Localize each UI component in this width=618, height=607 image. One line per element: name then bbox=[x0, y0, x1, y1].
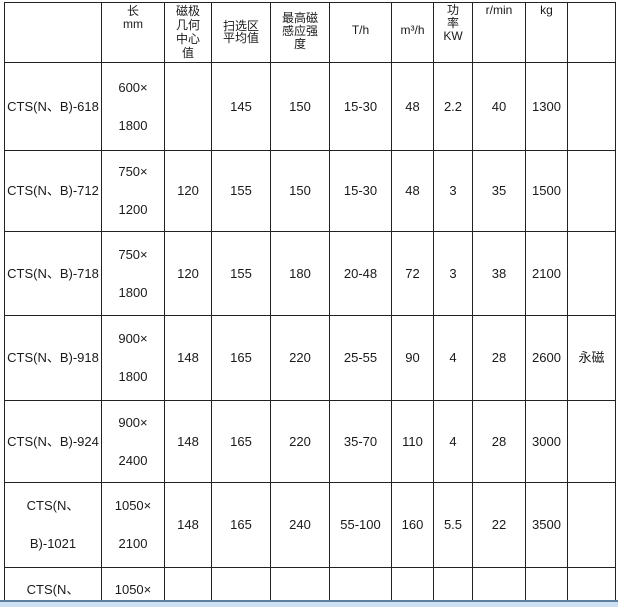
header-capacity-m3h: m³/h bbox=[391, 2, 434, 63]
header-capacity-th: T/h bbox=[329, 2, 392, 63]
table-cell: 165 bbox=[211, 482, 271, 568]
table-cell bbox=[567, 482, 616, 568]
table-row: CTS(N、 1050× bbox=[4, 567, 616, 607]
table-cell: 3500 bbox=[525, 482, 568, 568]
table-cell: 40 bbox=[472, 62, 526, 151]
table-cell bbox=[567, 231, 616, 316]
header-weight-kg: kg bbox=[525, 2, 568, 63]
table-cell: 4 bbox=[433, 400, 473, 483]
table-cell: 48 bbox=[391, 150, 434, 232]
table-cell: 48 bbox=[391, 62, 434, 151]
table-cell: 3000 bbox=[525, 400, 568, 483]
table-cell: 145 bbox=[211, 62, 271, 151]
model-cell: CTS(N、B)-918 bbox=[4, 315, 102, 401]
header-max-magnetic-induction: 最高磁 感应强 度 bbox=[270, 2, 330, 63]
bottom-scrollbar[interactable] bbox=[0, 600, 618, 607]
table-cell: 28 bbox=[472, 400, 526, 483]
table-cell: 25-55 bbox=[329, 315, 392, 401]
table-cell: 165 bbox=[211, 400, 271, 483]
header-sweep-zone-average: 扫选区 平均值 bbox=[211, 2, 271, 63]
table-cell: 600× 1800 bbox=[101, 62, 165, 151]
table-row: CTS(N、B)-918 900× 1800 148 165 220 25-55… bbox=[4, 315, 616, 401]
model-cell: CTS(N、B)-618 bbox=[4, 62, 102, 151]
table-cell: 148 bbox=[164, 482, 212, 568]
table-cell: 15-30 bbox=[329, 62, 392, 151]
header-blank-model bbox=[4, 2, 102, 63]
table-cell: 160 bbox=[391, 482, 434, 568]
table-cell: 180 bbox=[270, 231, 330, 316]
table-cell: 150 bbox=[270, 62, 330, 151]
table-cell: 750× 1800 bbox=[101, 231, 165, 316]
table-cell: 155 bbox=[211, 231, 271, 316]
table-cell: 220 bbox=[270, 315, 330, 401]
header-row: 长 mm 磁极 几何 中心 值 扫选区 平均值 最高磁 感应强 度 T/h m³… bbox=[4, 2, 616, 63]
table-row: CTS(N、 B)-1021 1050× 2100 148 165 240 55… bbox=[4, 482, 616, 568]
table-cell: 5.5 bbox=[433, 482, 473, 568]
table-cell: 2100 bbox=[525, 231, 568, 316]
table-cell: 110 bbox=[391, 400, 434, 483]
table-cell: 28 bbox=[472, 315, 526, 401]
table-row: CTS(N、B)-924 900× 2400 148 165 220 35-70… bbox=[4, 400, 616, 483]
table-cell: 120 bbox=[164, 231, 212, 316]
table-cell bbox=[567, 400, 616, 483]
header-power-kw: 功 率 KW bbox=[433, 2, 473, 63]
permanent-magnet-cell: 永磁 bbox=[567, 315, 616, 401]
table-cell: 20-48 bbox=[329, 231, 392, 316]
model-cell: CTS(N、 B)-1021 bbox=[4, 482, 102, 568]
table-cell: 55-100 bbox=[329, 482, 392, 568]
table-cell: 35-70 bbox=[329, 400, 392, 483]
table-cell: 165 bbox=[211, 315, 271, 401]
table-cell: 900× 1800 bbox=[101, 315, 165, 401]
table-cell: 155 bbox=[211, 150, 271, 232]
table-cell: 38 bbox=[472, 231, 526, 316]
table-cell: 22 bbox=[472, 482, 526, 568]
table-row: CTS(N、B)-712 750× 1200 120 155 150 15-30… bbox=[4, 150, 616, 232]
header-blank-type bbox=[567, 2, 616, 63]
table-cell: 35 bbox=[472, 150, 526, 232]
table-cell: 240 bbox=[270, 482, 330, 568]
table-cell: 90 bbox=[391, 315, 434, 401]
table-cell: 4 bbox=[433, 315, 473, 401]
table-cell: 1300 bbox=[525, 62, 568, 151]
model-cell: CTS(N、B)-712 bbox=[4, 150, 102, 232]
table-cell: 150 bbox=[270, 150, 330, 232]
table-cell: 148 bbox=[164, 315, 212, 401]
table-cell bbox=[567, 62, 616, 151]
table-cell: 15-30 bbox=[329, 150, 392, 232]
spec-table: 长 mm 磁极 几何 中心 值 扫选区 平均值 最高磁 感应强 度 T/h m³… bbox=[4, 2, 616, 607]
header-length-mm: 长 mm bbox=[101, 2, 165, 63]
table-cell: 3 bbox=[433, 150, 473, 232]
table-row: CTS(N、B)-618 600× 1800 145 150 15-30 48 … bbox=[4, 62, 616, 151]
table-cell: 750× 1200 bbox=[101, 150, 165, 232]
model-cell: CTS(N、B)-718 bbox=[4, 231, 102, 316]
table-row: CTS(N、B)-718 750× 1800 120 155 180 20-48… bbox=[4, 231, 616, 316]
table-cell: 120 bbox=[164, 150, 212, 232]
table-cell: 3 bbox=[433, 231, 473, 316]
model-cell: CTS(N、B)-924 bbox=[4, 400, 102, 483]
table-cell: 2.2 bbox=[433, 62, 473, 151]
table-cell: 220 bbox=[270, 400, 330, 483]
table-cell: 72 bbox=[391, 231, 434, 316]
header-magnetic-pole-center: 磁极 几何 中心 值 bbox=[164, 2, 212, 63]
table-cell bbox=[567, 150, 616, 232]
table-cell: 900× 2400 bbox=[101, 400, 165, 483]
table-cell bbox=[164, 62, 212, 151]
table-cell: 1500 bbox=[525, 150, 568, 232]
table-cell: 1050× 2100 bbox=[101, 482, 165, 568]
header-speed-rmin: r/min bbox=[472, 2, 526, 63]
table-cell: 148 bbox=[164, 400, 212, 483]
table-cell: 2600 bbox=[525, 315, 568, 401]
